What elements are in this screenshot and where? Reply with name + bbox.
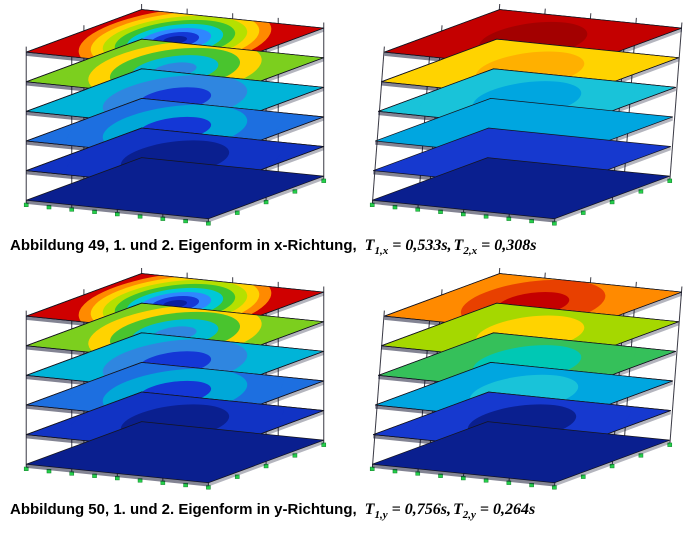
figure-50-caption: Abbildung 50, 1. und 2. Eigenform in y-R…	[10, 500, 700, 522]
period-symbol: T	[364, 237, 375, 254]
figure-50-periods: T1,y = 0,756s, T2,y = 0,264s	[363, 501, 536, 522]
period-value: = 0,264s	[475, 501, 536, 518]
figure-49-periods: T1,x = 0,533s, T2,x = 0,308s	[363, 237, 537, 258]
figure-50-images	[0, 264, 700, 492]
period-symbol: T	[452, 501, 463, 518]
figure-49-caption: Abbildung 49, 1. und 2. Eigenform in x-R…	[10, 236, 700, 258]
period-value: = 0,308s	[477, 237, 537, 254]
figure-49-block: Abbildung 49, 1. und 2. Eigenform in x-R…	[0, 0, 700, 258]
period-symbol: T	[453, 237, 464, 254]
period-value: = 0,756s,	[387, 501, 451, 518]
period-subscript: 2,x	[463, 245, 478, 258]
eigenform-2-x-image	[369, 4, 683, 226]
eigenform-1-y-image	[23, 268, 327, 490]
eigenform-1-x-image	[23, 4, 327, 226]
period-value: = 0,533s,	[388, 237, 452, 254]
eigenform-2-y-image	[369, 268, 683, 490]
figure-50-caption-text: Abbildung 50, 1. und 2. Eigenform in y-R…	[10, 501, 357, 518]
figure-50-block: Abbildung 50, 1. und 2. Eigenform in y-R…	[0, 264, 700, 522]
period-subscript: 1,x	[374, 245, 389, 258]
period-symbol: T	[364, 501, 375, 518]
period-subscript: 2,y	[462, 509, 476, 522]
figure-49-caption-text: Abbildung 49, 1. und 2. Eigenform in x-R…	[10, 237, 357, 254]
period-subscript: 1,y	[374, 509, 388, 522]
figure-49-images	[0, 0, 700, 228]
